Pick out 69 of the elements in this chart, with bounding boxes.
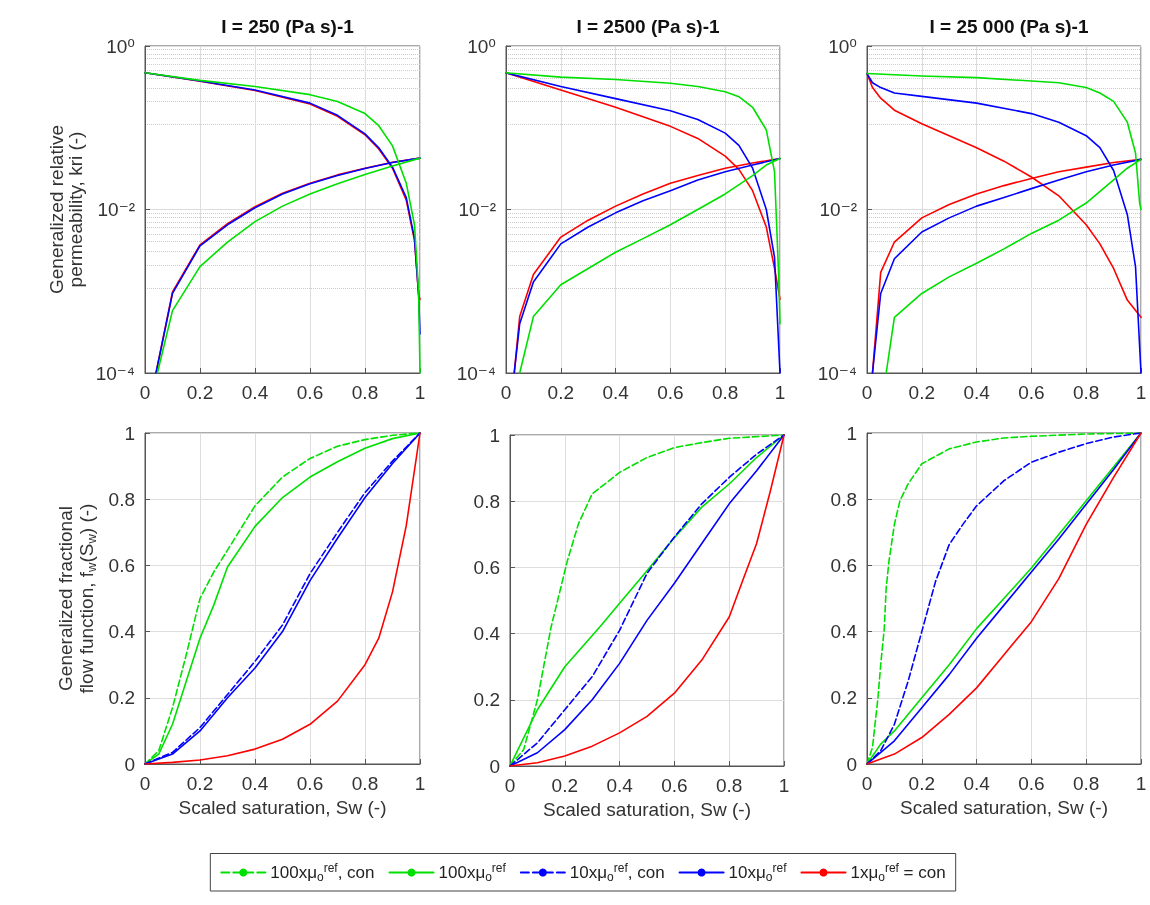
y-tick-label: 0: [846, 753, 857, 775]
chart-title: I = 250 (Pa s)-1: [221, 16, 355, 37]
x-tick-label: 0.6: [1018, 773, 1045, 794]
x-tick-label: 0.6: [296, 382, 324, 403]
x-axis-title: Scaled saturation, Sw (-): [178, 796, 387, 818]
x-tick-label: 0.2: [186, 382, 214, 403]
x-tick-label: 0.4: [241, 773, 269, 794]
chart-title: I = 2500 (Pa s)-1: [576, 16, 720, 37]
x-tick-label: 1: [1135, 773, 1147, 794]
x-tick-label: 0: [139, 382, 151, 403]
x-tick-label: 0.8: [715, 775, 743, 796]
x-tick-label: 0.8: [711, 382, 739, 403]
x-tick-label: 1: [774, 382, 786, 403]
y-tick-label: 0: [124, 753, 135, 775]
y-tick-label: 0.2: [830, 687, 857, 709]
x-tick-label: 0: [861, 382, 873, 403]
y-tick-label: 1: [489, 424, 500, 446]
y-tick-label: 1: [846, 422, 857, 444]
x-tick-label: 0.6: [296, 773, 324, 794]
y-tick-label: 10⁻⁴: [456, 362, 496, 384]
y-tick-label: 0.8: [108, 488, 135, 510]
x-tick-label: 0: [139, 773, 151, 794]
x-tick-label: 0.8: [351, 773, 379, 794]
x-tick-label: 1: [414, 773, 426, 794]
y-tick-label: 10⁰: [828, 35, 857, 57]
x-tick-label: 0.6: [657, 382, 684, 403]
y-tick-label: 10⁰: [106, 35, 135, 57]
y-tick-label: 0.4: [830, 621, 858, 643]
y-tick-label: 0.4: [108, 621, 136, 643]
y-tick-label: 10⁻⁴: [817, 362, 857, 384]
y-tick-label: 10⁻²: [97, 199, 135, 220]
x-tick-label: 1: [414, 382, 426, 403]
x-axis-title: Scaled saturation, Sw (-): [542, 798, 752, 820]
y-tick-label: 10⁻⁴: [95, 362, 135, 384]
y-tick-label: 0.6: [108, 554, 135, 576]
y-tick-label: 10⁻²: [819, 199, 857, 220]
x-tick-label: 0.2: [908, 382, 936, 403]
x-tick-label: 0.4: [241, 382, 269, 403]
y-tick-label: 0.2: [108, 687, 135, 709]
y-tick-label: 0.6: [830, 554, 857, 576]
y-tick-label: 1: [124, 422, 135, 444]
x-tick-label: 0.8: [351, 382, 379, 403]
x-tick-label: 0: [861, 773, 873, 794]
x-tick-label: 0: [504, 775, 516, 796]
x-tick-label: 0.4: [602, 382, 630, 403]
y-tick-label: 0: [489, 755, 500, 777]
x-tick-label: 0.8: [1072, 773, 1100, 794]
y-tick-label: 0.6: [473, 556, 500, 578]
x-tick-label: 0.2: [547, 382, 575, 403]
x-tick-label: 1: [778, 775, 790, 796]
x-tick-label: 0.6: [661, 775, 688, 796]
y-tick-label: 0.8: [830, 488, 857, 510]
y-axis-title: Generalized relative permeability, kri (-): [45, 125, 86, 294]
y-tick-label: 10⁰: [467, 35, 496, 57]
y-tick-label: 0.2: [473, 689, 500, 711]
x-tick-label: 0.8: [1072, 382, 1100, 403]
x-tick-label: 0.4: [963, 773, 991, 794]
x-tick-label: 0.2: [186, 773, 214, 794]
x-tick-label: 1: [1135, 382, 1147, 403]
x-tick-label: 0.4: [606, 775, 634, 796]
x-tick-label: 0.2: [551, 775, 579, 796]
chart-title: I = 25 000 (Pa s)-1: [929, 16, 1089, 37]
x-tick-label: 0.2: [908, 773, 936, 794]
x-axis-title: Scaled saturation, Sw (-): [899, 796, 1109, 818]
x-tick-label: 0.6: [1018, 382, 1045, 403]
y-tick-label: 10⁻²: [458, 199, 496, 220]
y-tick-label: 0.8: [473, 490, 500, 512]
y-tick-label: 0.4: [473, 623, 501, 645]
x-tick-label: 0.4: [963, 382, 991, 403]
